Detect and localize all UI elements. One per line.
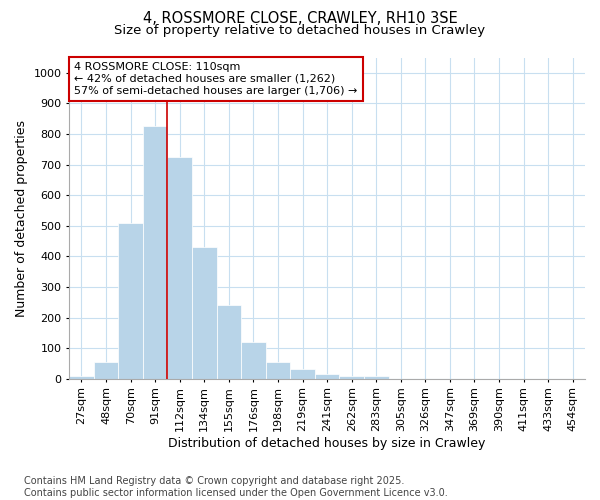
X-axis label: Distribution of detached houses by size in Crawley: Distribution of detached houses by size … [169, 437, 486, 450]
Bar [143, 126, 167, 379]
Text: 4, ROSSMORE CLOSE, CRAWLEY, RH10 3SE: 4, ROSSMORE CLOSE, CRAWLEY, RH10 3SE [143, 11, 457, 26]
Bar [266, 362, 290, 379]
Bar [192, 247, 217, 379]
Bar [217, 306, 241, 379]
Bar [118, 222, 143, 379]
Bar [315, 374, 340, 379]
Bar [94, 362, 118, 379]
Text: 4 ROSSMORE CLOSE: 110sqm
← 42% of detached houses are smaller (1,262)
57% of sem: 4 ROSSMORE CLOSE: 110sqm ← 42% of detach… [74, 62, 358, 96]
Text: Size of property relative to detached houses in Crawley: Size of property relative to detached ho… [115, 24, 485, 37]
Y-axis label: Number of detached properties: Number of detached properties [15, 120, 28, 316]
Bar [340, 376, 364, 379]
Bar [364, 376, 389, 379]
Bar [290, 369, 315, 379]
Bar [241, 342, 266, 379]
Bar [69, 376, 94, 379]
Text: Contains HM Land Registry data © Crown copyright and database right 2025.
Contai: Contains HM Land Registry data © Crown c… [24, 476, 448, 498]
Bar [167, 157, 192, 379]
